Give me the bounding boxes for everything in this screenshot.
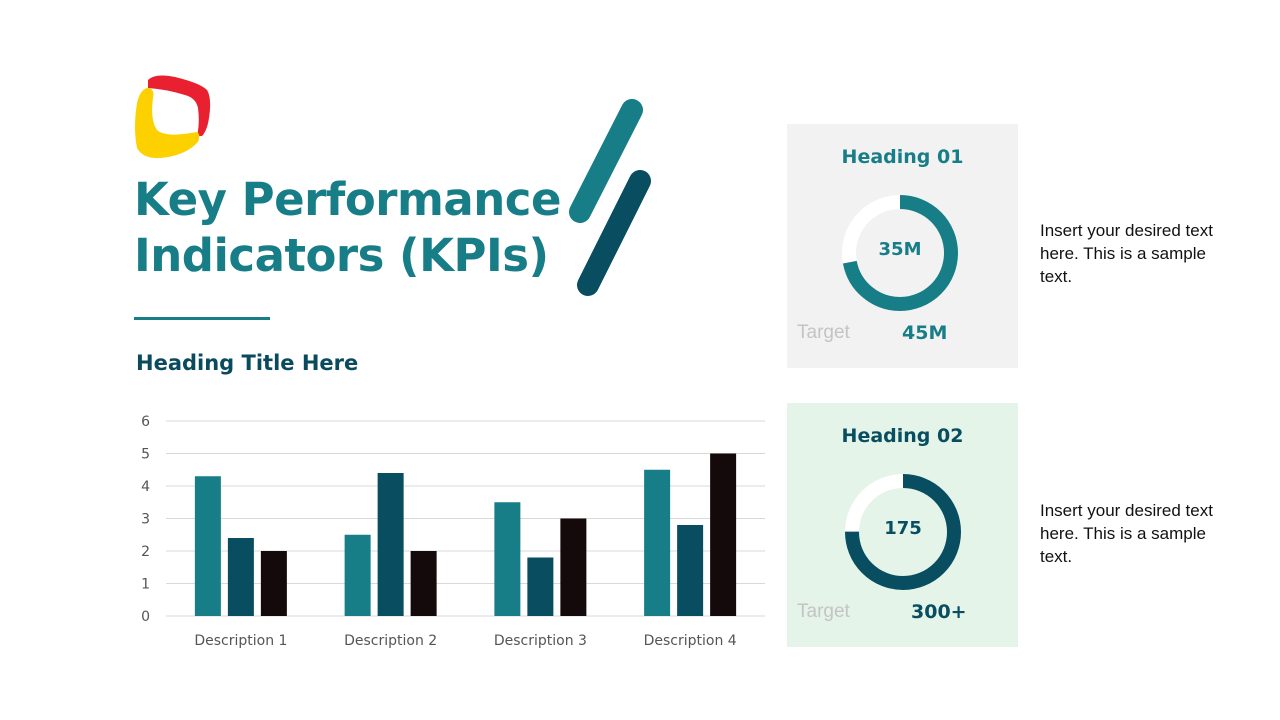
y-tick-label: 1 xyxy=(141,577,150,593)
card-2-description: Insert your desired text here. This is a… xyxy=(1040,501,1213,566)
bar xyxy=(194,476,221,616)
bar xyxy=(227,538,254,616)
bar-chart: 0 1 2 3 4 5 6 Description 1 Description 2 Descrip… xyxy=(141,414,765,649)
target-value: 45M xyxy=(902,322,948,344)
donut-progress xyxy=(842,195,958,311)
target-label: Target xyxy=(797,601,850,622)
decorative-slashes xyxy=(569,99,651,296)
kpi-value: 35M xyxy=(878,239,922,260)
donut-gauge xyxy=(842,195,958,311)
title-line-1: Key Performance xyxy=(134,173,561,226)
card-heading: Heading 01 xyxy=(841,146,964,168)
y-tick-label: 3 xyxy=(141,512,150,528)
bar xyxy=(527,557,554,616)
bar xyxy=(260,551,287,616)
x-tick-label: Description 2 xyxy=(344,633,437,649)
title-line-2: Indicators (KPIs) xyxy=(134,229,549,282)
bar xyxy=(560,518,587,616)
kpi-card-2: Heading 02 175 Target 300+ xyxy=(787,403,1018,647)
y-tick-label: 4 xyxy=(141,479,150,495)
x-tick-label: Description 4 xyxy=(644,633,737,649)
x-tick-label: Description 1 xyxy=(194,633,287,649)
title-divider xyxy=(134,317,270,320)
kpi-value: 175 xyxy=(884,518,922,539)
card-1-description: Insert your desired text here. This is a… xyxy=(1040,221,1213,286)
y-tick-label: 5 xyxy=(141,447,150,463)
y-tick-label: 0 xyxy=(141,609,150,625)
target-value: 300+ xyxy=(911,601,967,623)
page-title: Key Performance Indicators (KPIs) xyxy=(134,172,561,284)
y-tick-label: 6 xyxy=(141,414,150,430)
bar xyxy=(710,453,737,616)
bar xyxy=(677,525,704,616)
donut-gauge xyxy=(845,474,961,590)
bar xyxy=(410,551,437,616)
x-tick-label: Description 3 xyxy=(494,633,587,649)
bar xyxy=(344,534,371,616)
y-tick-label: 2 xyxy=(141,544,150,560)
logo xyxy=(135,75,211,159)
bar xyxy=(494,502,521,616)
chart-heading: Heading Title Here xyxy=(136,351,359,375)
bar xyxy=(377,473,404,616)
donut-progress xyxy=(845,474,961,590)
card-heading: Heading 02 xyxy=(841,425,964,447)
kpi-card-1: Heading 01 35M Target 45M xyxy=(787,124,1018,368)
target-label: Target xyxy=(797,322,850,343)
bar xyxy=(644,469,671,616)
